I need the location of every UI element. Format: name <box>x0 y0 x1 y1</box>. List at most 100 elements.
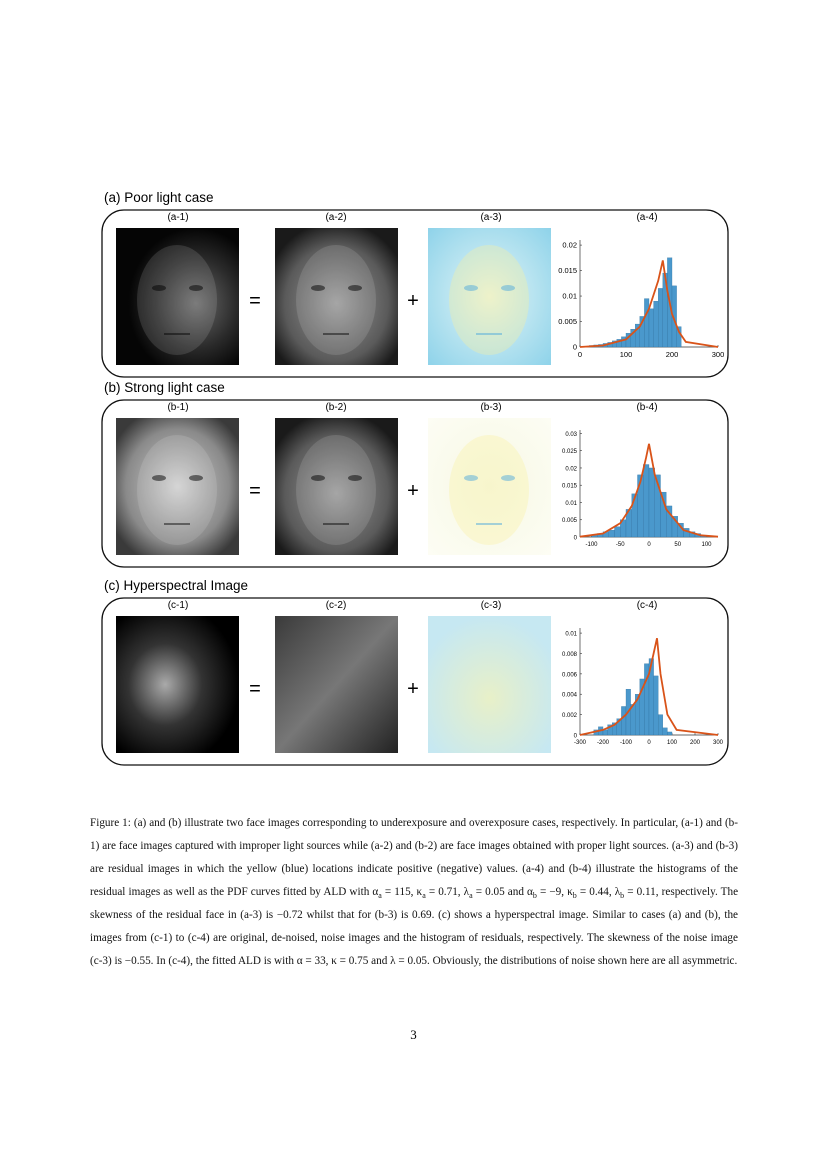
image <box>275 616 398 753</box>
y-tick-label: 0.01 <box>565 501 577 507</box>
x-tick-label: 200 <box>690 740 701 746</box>
y-tick-label: 0.006 <box>562 672 578 678</box>
eye <box>464 475 478 481</box>
histogram-bar <box>644 298 650 348</box>
eye <box>152 475 166 481</box>
image <box>116 228 239 365</box>
panel-label: (b-1) <box>167 402 188 413</box>
y-tick-label: 0.008 <box>562 652 578 658</box>
equals-sign: = <box>249 480 261 502</box>
x-tick-label: -100 <box>585 542 598 548</box>
face-shape <box>137 435 217 545</box>
panel-label: (a-2) <box>325 212 346 223</box>
subscript: b <box>620 891 625 901</box>
caption-text: = −9, κ <box>536 886 573 898</box>
eye <box>348 285 362 291</box>
y-tick-label: 0.005 <box>558 317 577 326</box>
face-shape <box>137 245 217 355</box>
equals-sign: = <box>249 678 261 700</box>
histogram-bar <box>602 729 608 736</box>
caption-text: = 0.71, λ <box>425 886 470 898</box>
panel-label: (c-2) <box>326 600 347 611</box>
image <box>428 228 551 365</box>
histogram-bar <box>658 288 663 348</box>
panel-frame <box>101 597 729 766</box>
histogram-bar <box>648 467 655 538</box>
x-tick-label: -300 <box>574 740 587 746</box>
eye <box>189 475 203 481</box>
histogram-bar <box>676 326 682 348</box>
x-tick-label: 100 <box>701 542 712 548</box>
pdf-curve <box>579 260 719 348</box>
subscript: b <box>532 891 537 901</box>
x-tick-label: -50 <box>616 542 625 548</box>
y-tick-label: 0 <box>573 343 577 352</box>
figure: (a) Poor light case (a-1) (a-2) (a-3) (a-4) =… <box>101 190 729 766</box>
plus-sign: + <box>407 678 419 700</box>
subscript: a <box>469 891 473 901</box>
eye <box>189 285 203 291</box>
histogram-bar <box>671 285 677 348</box>
histogram-bar <box>653 675 659 736</box>
y-tick-label: 0 <box>574 536 578 542</box>
y-tick-label: 0.025 <box>562 449 578 455</box>
image <box>428 616 551 753</box>
panel-label: (a-4) <box>636 212 657 223</box>
caption-text: Figure 1: (a) and (b) illustrate two fac… <box>90 817 738 898</box>
plus-sign: + <box>407 290 419 312</box>
panel-label: (c-4) <box>637 600 658 611</box>
panel-label: (c-3) <box>481 600 502 611</box>
y-tick-label: 0.03 <box>565 432 577 438</box>
x-tick-label: 300 <box>712 350 725 359</box>
histogram-bar <box>643 464 650 538</box>
x-tick-label: -200 <box>597 740 610 746</box>
panel-label: (b-4) <box>636 402 657 413</box>
caption-text: = 0.44, λ <box>576 886 621 898</box>
subscript: b <box>572 891 577 901</box>
caption: Figure 1: (a) and (b) illustrate two fac… <box>90 812 738 973</box>
x-tick-label: 0 <box>578 350 582 359</box>
panel-label: (b-2) <box>325 402 346 413</box>
histogram-bar <box>653 300 659 348</box>
y-tick-label: 0.02 <box>565 466 577 472</box>
panel-label: (a-3) <box>480 212 501 223</box>
x-tick-label: 200 <box>666 350 679 359</box>
caption-text: = 0.05 and α <box>472 886 533 898</box>
equals-sign: = <box>249 290 261 312</box>
panel-frame <box>101 399 729 568</box>
histogram-bar <box>658 714 663 736</box>
image <box>428 418 551 555</box>
image <box>275 228 398 365</box>
face-shape <box>449 245 529 355</box>
face-shape <box>449 435 529 545</box>
subscript: a <box>378 891 382 901</box>
face-shape <box>296 435 376 545</box>
row-title: (b) Strong light case <box>104 380 225 395</box>
histogram-bar <box>648 308 654 348</box>
row-title: (a) Poor light case <box>104 190 214 205</box>
image <box>275 418 398 555</box>
eye <box>501 475 515 481</box>
histogram-bar <box>614 526 621 538</box>
histogram-bar <box>621 706 627 736</box>
x-tick-label: 100 <box>620 350 633 359</box>
plus-sign: + <box>407 480 419 502</box>
panel-label: (a-1) <box>167 212 188 223</box>
subscript: a <box>422 891 426 901</box>
eye <box>152 285 166 291</box>
page-number: 3 <box>410 1027 417 1042</box>
pdf-curve <box>579 638 719 736</box>
y-tick-label: 0 <box>574 734 578 740</box>
y-tick-label: 0.005 <box>562 518 578 524</box>
x-tick-label: 100 <box>667 740 678 746</box>
y-tick-label: 0.015 <box>558 266 577 275</box>
histogram-bar <box>662 727 668 736</box>
y-tick-label: 0.015 <box>562 484 578 490</box>
y-tick-label: 0.01 <box>562 292 577 301</box>
x-tick-label: 0 <box>647 542 651 548</box>
face-shape <box>296 245 376 355</box>
x-tick-label: 50 <box>674 542 681 548</box>
y-tick-label: 0.01 <box>565 632 577 638</box>
caption-text: = 115, κ <box>381 886 423 898</box>
eye <box>311 475 325 481</box>
